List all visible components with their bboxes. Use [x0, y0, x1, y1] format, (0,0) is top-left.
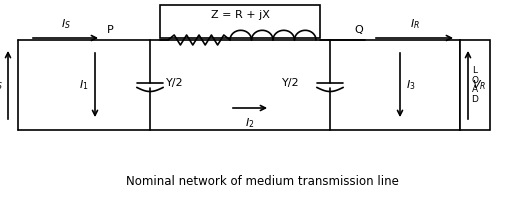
Text: Nominal network of medium transmission line: Nominal network of medium transmission l…	[126, 175, 398, 188]
Text: $I_1$: $I_1$	[80, 78, 89, 92]
Text: L
O
A
D: L O A D	[472, 66, 478, 104]
Text: Z = R + jX: Z = R + jX	[211, 10, 269, 21]
Text: Q: Q	[354, 25, 363, 35]
Text: $I_S$: $I_S$	[61, 17, 70, 31]
Text: P: P	[107, 25, 114, 35]
Bar	[460, 40, 490, 130]
Text: $I_R$: $I_R$	[410, 17, 420, 31]
Text: $I_3$: $I_3$	[406, 78, 416, 92]
Text: Y/2: Y/2	[282, 78, 300, 88]
Text: Y/2: Y/2	[166, 78, 183, 88]
Text: $V_S$: $V_S$	[0, 78, 3, 92]
Text: $I_2$: $I_2$	[245, 116, 255, 130]
Text: $V_R$: $V_R$	[472, 78, 486, 92]
Bar	[160, 5, 320, 38]
